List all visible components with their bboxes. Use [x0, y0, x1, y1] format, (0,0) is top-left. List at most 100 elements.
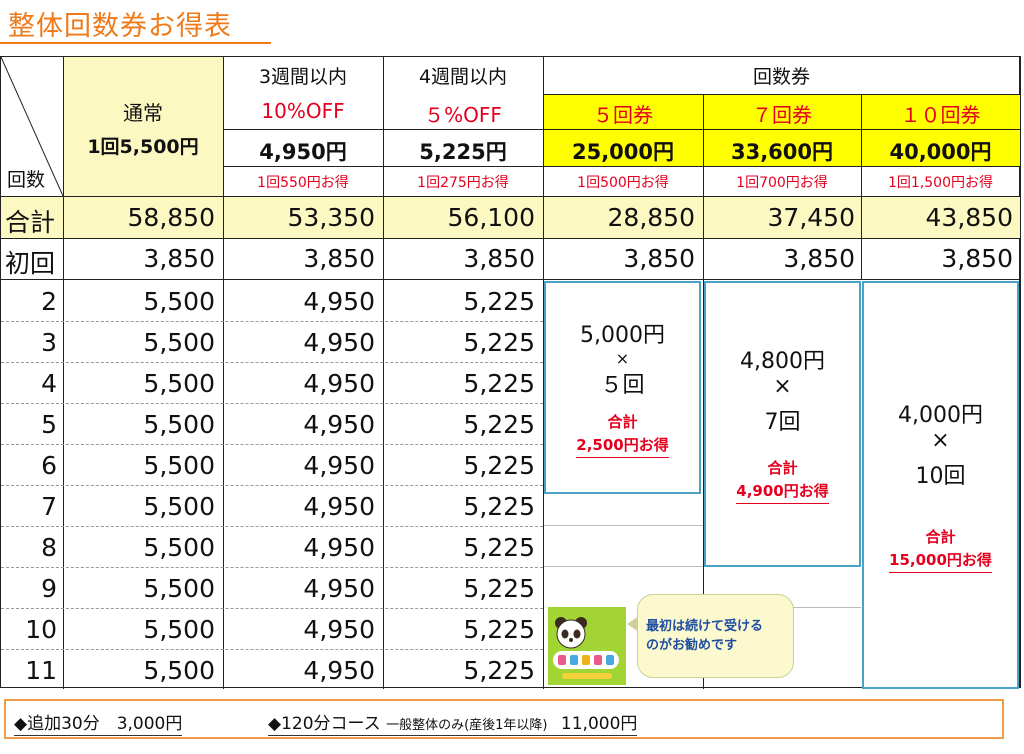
col-line-3 [383, 57, 384, 689]
row-value: 5,225 [463, 574, 535, 603]
ticket-group-line [543, 94, 1020, 95]
total-t10: 43,850 [925, 203, 1013, 232]
row-value: 4,950 [303, 615, 375, 644]
package-10-sum-label: 合計 [925, 528, 956, 546]
price-table: 回数 通常 1回5,500円 3週間以内 10%OFF 4,950円 1回550… [0, 56, 1021, 689]
row-label: 10 [25, 615, 57, 644]
first-w4: 3,850 [463, 244, 535, 273]
w4-discount: ５%OFF [424, 103, 502, 127]
row-value: 4,950 [303, 533, 375, 562]
t7-price: 33,600円 [730, 140, 834, 164]
row-value: 5,500 [143, 615, 215, 644]
row-value: 5,500 [143, 328, 215, 357]
package-7-times: × [773, 374, 792, 399]
package-5-count: ５回 [600, 373, 645, 398]
w3-head: 3週間以内 [258, 66, 348, 88]
package-10-times: × [931, 428, 950, 453]
mascot-illustration [548, 607, 626, 685]
package-10: 4,000円 × 10回 合計 15,000円お得 [862, 281, 1019, 689]
row-value: 5,500 [143, 492, 215, 521]
total-w4: 56,100 [447, 203, 535, 232]
t5-saving: 1回500円お得 [577, 175, 669, 191]
first-w3: 3,850 [303, 244, 375, 273]
total-t7: 37,450 [767, 203, 855, 232]
row-divider [1, 362, 543, 363]
bubble-line-1: 最初は続けて受ける [646, 619, 764, 634]
row-value: 5,500 [143, 656, 215, 685]
first-t7: 3,850 [783, 244, 855, 273]
package-7: 4,800円 × 7回 合計 4,900円お得 [704, 281, 861, 567]
w3-price: 4,950円 [259, 140, 347, 164]
row-divider [1, 526, 543, 527]
total-label: 合計 [5, 208, 56, 237]
row-value: 5,500 [143, 451, 215, 480]
col-line-2 [223, 57, 224, 689]
t10-saving: 1回1,500円お得 [888, 175, 993, 191]
package-10-sum: 15,000円お得 [889, 549, 992, 573]
row-value: 4,950 [303, 574, 375, 603]
row-label: 5 [41, 410, 57, 439]
col-line-5 [703, 94, 704, 689]
row-value: 5,225 [463, 615, 535, 644]
row-divider [1, 444, 543, 445]
t5-empty-line-2 [544, 566, 703, 567]
t5-price: 25,000円 [571, 140, 675, 164]
w4-saving: 1回275円お得 [417, 175, 509, 191]
row-label: 9 [41, 574, 57, 603]
row-divider [1, 649, 543, 650]
col-line-4 [543, 57, 544, 689]
row-value: 5,225 [463, 492, 535, 521]
row-value: 5,500 [143, 287, 215, 316]
t10-head: １０回券 [900, 103, 981, 127]
package-7-unit: 4,800円 [740, 349, 825, 374]
row-value: 5,225 [463, 656, 535, 685]
row-value: 5,500 [143, 533, 215, 562]
first-label: 初回 [5, 249, 56, 278]
total-normal: 58,850 [127, 203, 215, 232]
first-bottom-line [1, 279, 1020, 280]
row-value: 4,950 [303, 369, 375, 398]
row-divider [1, 321, 543, 322]
package-7-sum: 4,900円お得 [736, 480, 829, 504]
row-divider [1, 567, 543, 568]
total-row-bg [1, 196, 1020, 238]
package-5: 5,000円 × ５回 合計 2,500円お得 [544, 281, 701, 494]
package-5-sum: 2,500円お得 [576, 434, 669, 458]
package-7-count: 7回 [764, 410, 801, 435]
package-10-count: 10回 [915, 464, 966, 489]
row-value: 4,950 [303, 451, 375, 480]
title-underline [0, 42, 271, 44]
corner-diagonal [1, 57, 63, 196]
row-label: 6 [41, 451, 57, 480]
row-value: 5,225 [463, 287, 535, 316]
t7-saving: 1回700円お得 [736, 175, 828, 191]
package-5-sum-label: 合計 [607, 413, 638, 431]
first-t5: 3,850 [623, 244, 695, 273]
total-w3: 53,350 [287, 203, 375, 232]
row-value: 4,950 [303, 656, 375, 685]
row-value: 4,950 [303, 328, 375, 357]
t5-empty-line-1 [544, 525, 703, 526]
w3-saving: 1回550円お得 [257, 175, 349, 191]
row-value: 5,500 [143, 369, 215, 398]
corner-label: 回数 [7, 169, 46, 191]
row-divider [1, 608, 543, 609]
t10-price: 40,000円 [889, 140, 992, 164]
footer-120min-course: ◆120分コース 一般整体のみ(産後1年以降) 11,000円 [268, 714, 638, 736]
row-value: 5,225 [463, 451, 535, 480]
w4-price: 5,225円 [419, 140, 507, 164]
row-value: 5,500 [143, 410, 215, 439]
row-label: 7 [41, 492, 57, 521]
total-t5: 28,850 [607, 203, 695, 232]
w4-head: 4週間以内 [418, 66, 508, 88]
first-t10: 3,850 [941, 244, 1013, 273]
t7-head: ７回券 [752, 103, 812, 127]
w3-discount: 10%OFF [261, 99, 345, 123]
row-value: 5,225 [463, 328, 535, 357]
row-value: 5,500 [143, 574, 215, 603]
footer-extra-30min: ◆追加30分 3,000円 [14, 714, 183, 736]
row-value: 5,225 [463, 533, 535, 562]
row-label: 4 [41, 369, 57, 398]
row-label: 11 [25, 656, 57, 685]
header-bottom-line [1, 196, 1020, 197]
